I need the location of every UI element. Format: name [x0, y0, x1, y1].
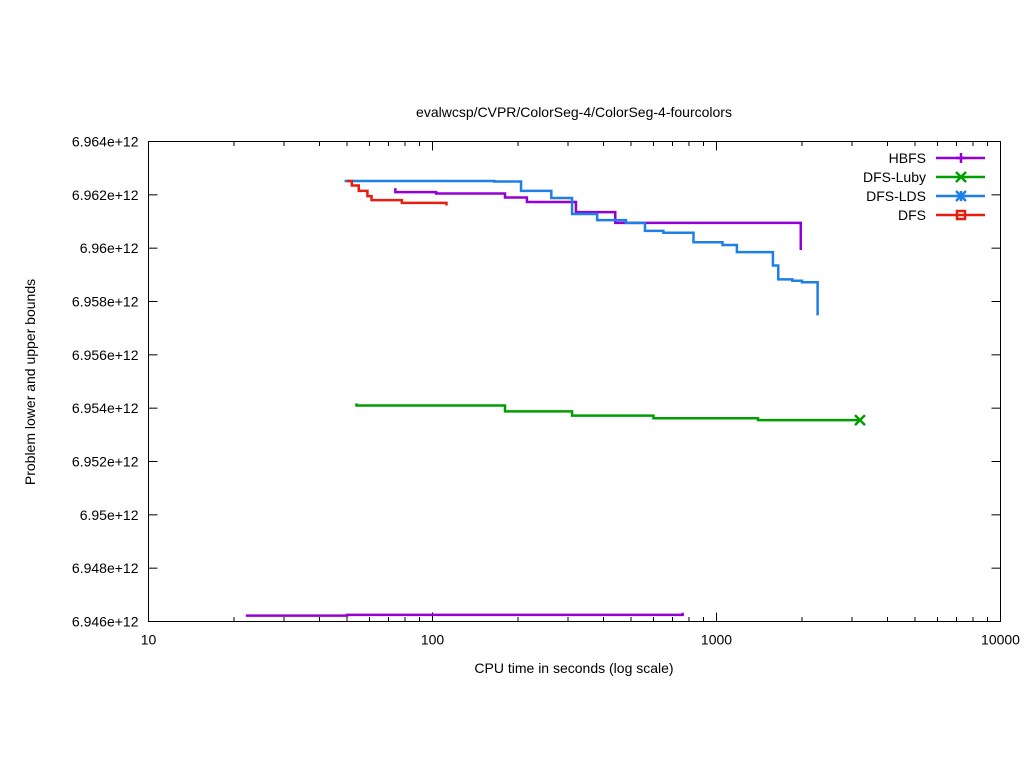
- y-tick-label: 6.946e+12: [72, 614, 139, 630]
- legend-marker-dfs-luby: [955, 171, 967, 183]
- y-tick-label: 6.958e+12: [72, 294, 139, 310]
- legend-label-hbfs: HBFS: [889, 150, 926, 166]
- x-axis-ticks: 10 100 1000 10000: [141, 141, 1020, 648]
- legend-marker-dfs: [955, 209, 967, 221]
- legend-label-dfs-luby: DFS-Luby: [863, 169, 926, 185]
- y-tick-label: 6.96e+12: [80, 240, 139, 256]
- legend-marker-hbfs: [956, 153, 966, 163]
- legend: HBFS DFS-Luby DFS-LDS DFS: [863, 150, 985, 223]
- legend-label-dfs-lds: DFS-LDS: [866, 188, 926, 204]
- y-tick-label: 6.962e+12: [72, 187, 139, 203]
- plot-frame: [148, 141, 1001, 622]
- series-line-dfs: [347, 179, 448, 206]
- legend-marker-dfs-lds: [955, 190, 967, 202]
- y-tick-label: 6.954e+12: [72, 400, 139, 416]
- y-tick-label: 6.956e+12: [72, 347, 139, 363]
- series-layer: [245, 179, 866, 617]
- chart-title: evalwcsp/CVPR/ColorSeg-4/ColorSeg-4-four…: [416, 104, 732, 120]
- series-line-hbfs: [245, 612, 684, 617]
- y-tick-label: 6.964e+12: [72, 134, 139, 150]
- y-axis-ticks: 6.946e+12 6.948e+12 6.95e+12 6.952e+12 6.954…: [72, 134, 1001, 630]
- y-tick-label: 6.948e+12: [72, 560, 139, 576]
- series-end-marker-dfs-luby: [854, 414, 866, 427]
- x-tick-label: 10000: [981, 632, 1020, 648]
- y-tick-label: 6.952e+12: [72, 454, 139, 470]
- series-line-dfs-lds: [344, 179, 819, 316]
- y-axis-label: Problem lower and upper bounds: [22, 279, 38, 485]
- series-line-dfs-luby: [355, 403, 860, 422]
- x-tick-label: 100: [421, 632, 445, 648]
- y-tick-label: 6.95e+12: [80, 507, 139, 523]
- x-tick-label: 10: [141, 632, 157, 648]
- x-tick-label: 1000: [701, 632, 732, 648]
- x-axis-label: CPU time in seconds (log scale): [474, 660, 673, 676]
- legend-label-dfs: DFS: [898, 207, 926, 223]
